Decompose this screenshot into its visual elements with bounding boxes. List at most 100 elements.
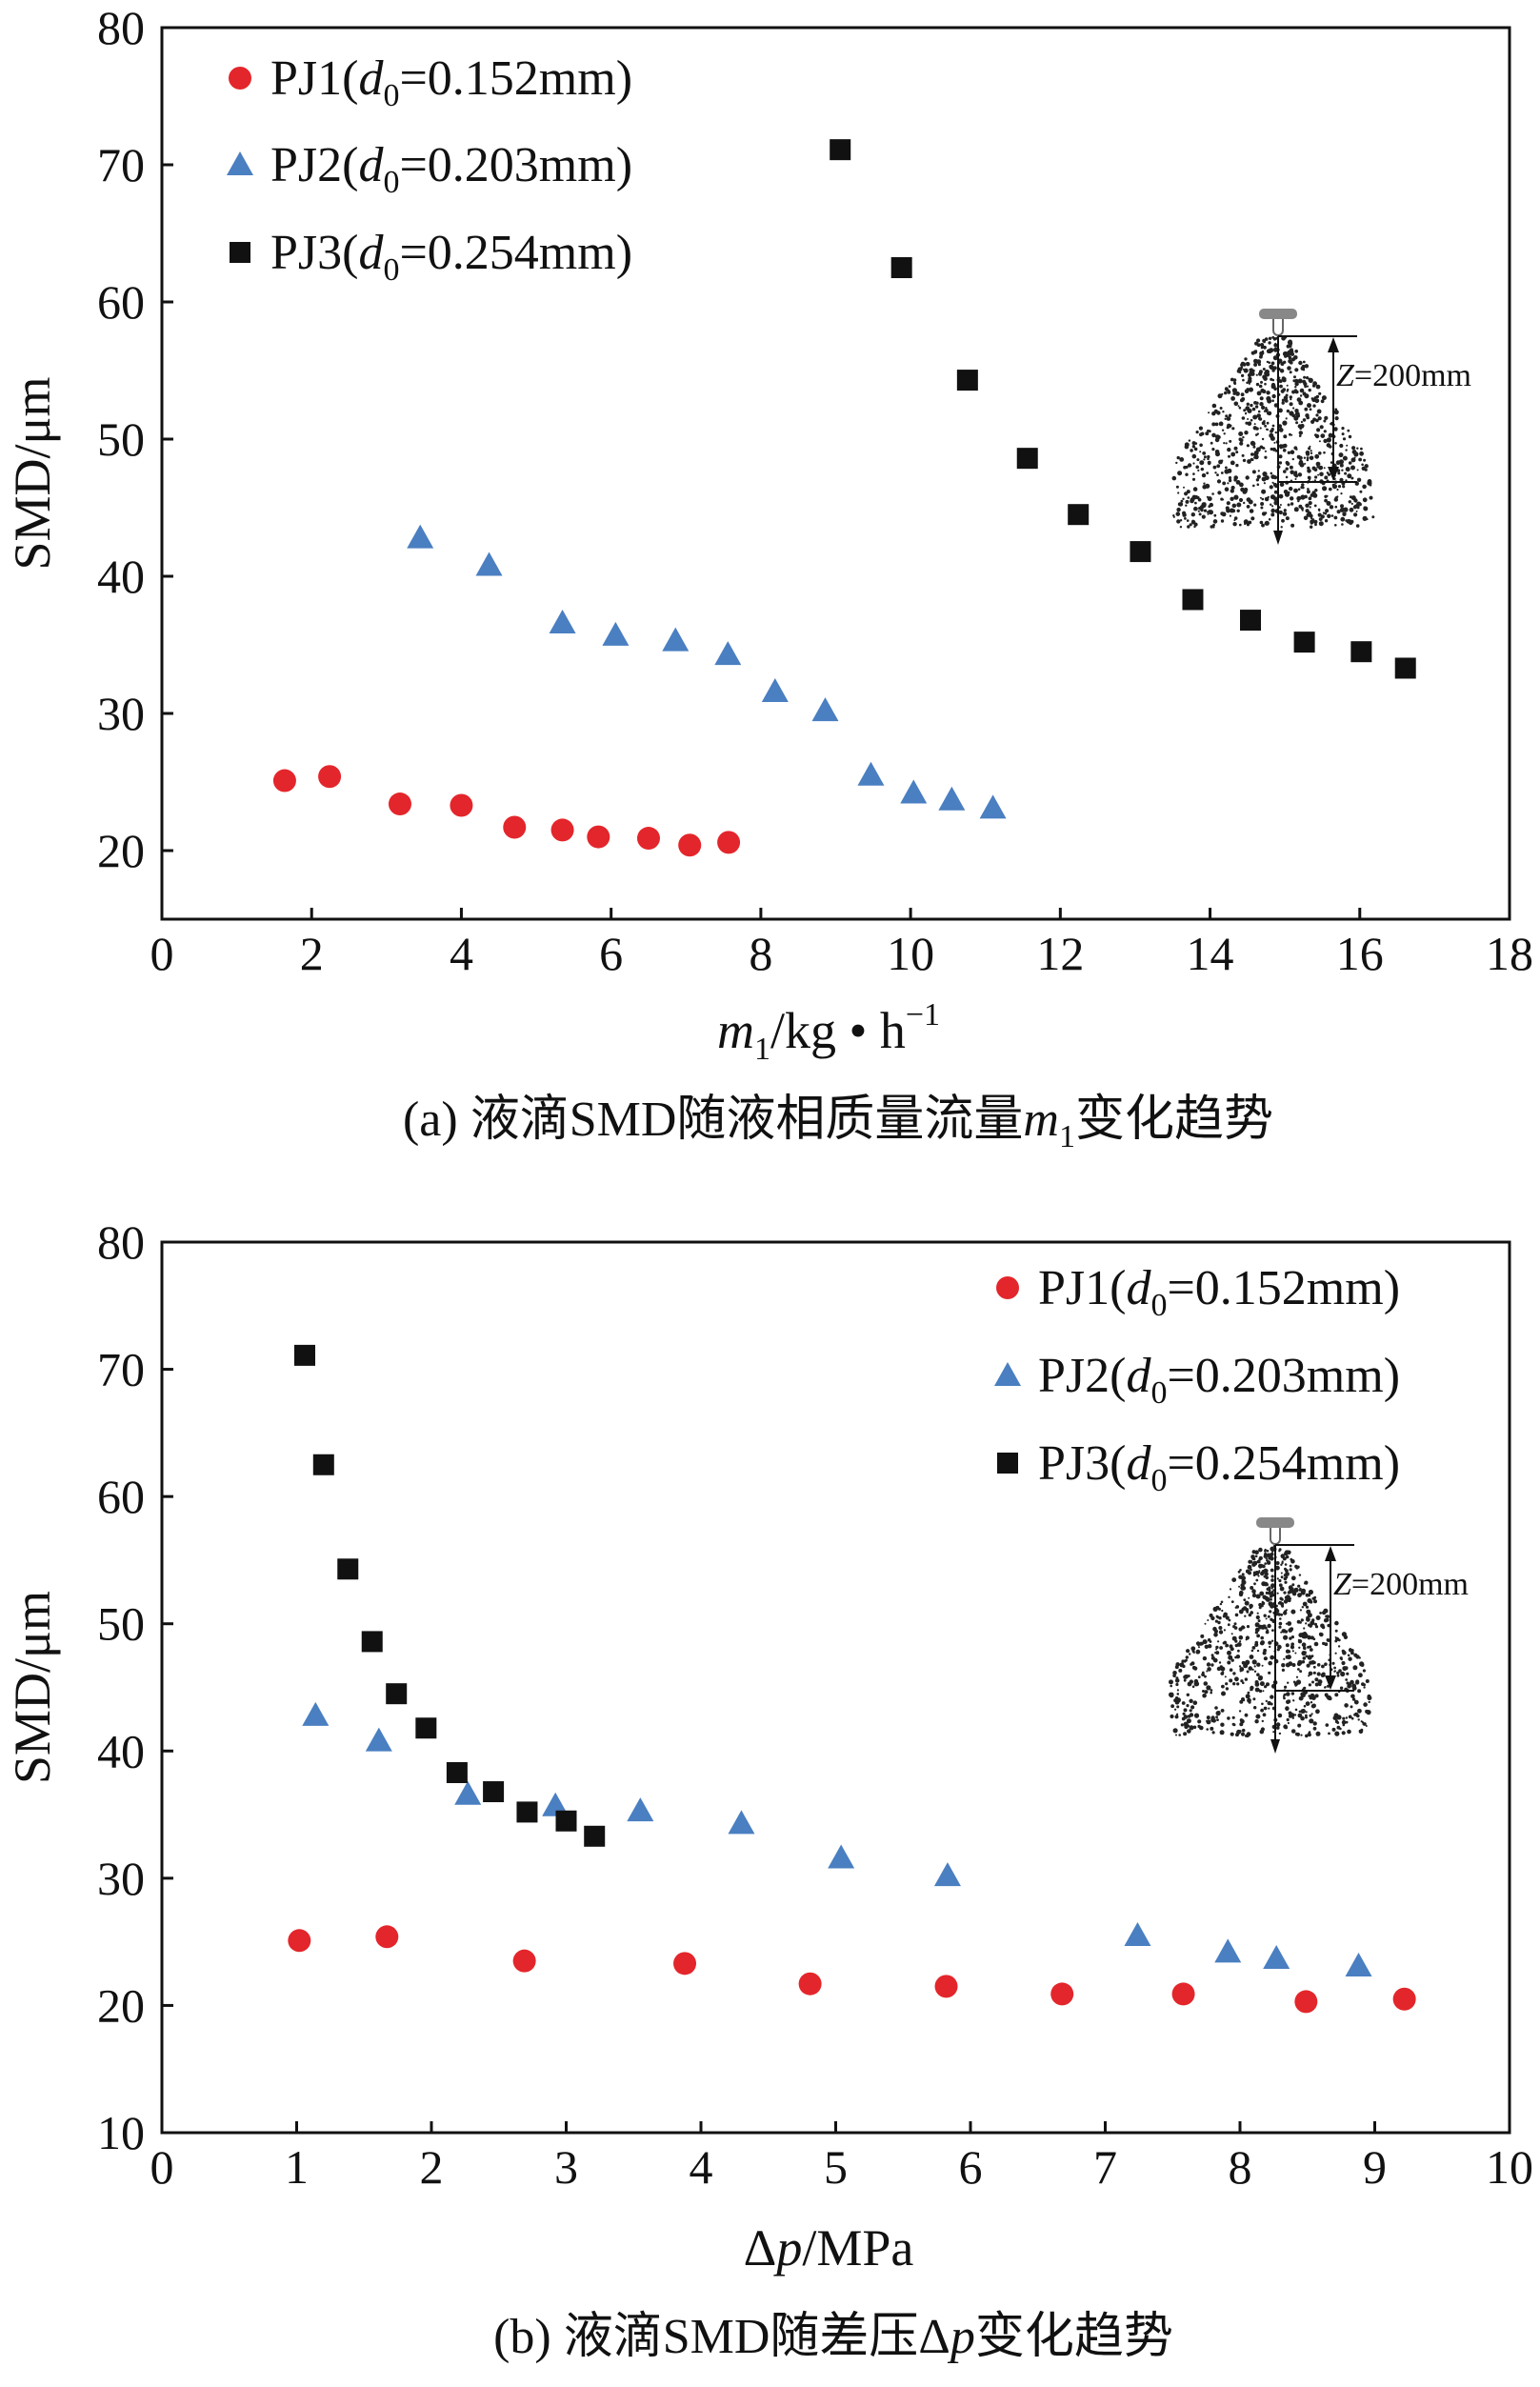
data-point-PJ3 <box>361 1631 383 1653</box>
droplet <box>1211 1731 1215 1735</box>
droplet <box>1243 1699 1246 1702</box>
droplet <box>1320 1633 1324 1636</box>
droplet <box>1290 1729 1296 1734</box>
droplet <box>1262 374 1267 380</box>
droplet <box>1216 411 1221 415</box>
droplet <box>1285 1706 1290 1711</box>
droplet <box>1296 495 1302 501</box>
droplet <box>1210 1715 1215 1720</box>
droplet <box>1214 471 1217 474</box>
droplet <box>1233 401 1239 407</box>
droplet <box>1327 472 1331 476</box>
droplet <box>1199 505 1205 510</box>
droplet <box>1190 1646 1196 1652</box>
data-point-PJ1 <box>798 1972 822 1996</box>
droplet <box>1302 1635 1305 1639</box>
y-tick-label: 50 <box>97 1597 145 1651</box>
figure-caption: (a) 液滴SMD随液相质量流量m1变化趋势 <box>403 1093 1273 1154</box>
droplet <box>1262 1651 1267 1655</box>
droplet <box>1255 401 1259 405</box>
droplet <box>1259 1681 1265 1687</box>
data-point-PJ1 <box>1050 1982 1074 2006</box>
droplet <box>1193 1666 1198 1671</box>
data-point-PJ2 <box>1214 1938 1242 1963</box>
droplet <box>1225 1615 1230 1620</box>
droplet <box>1219 1730 1225 1735</box>
data-point-PJ2 <box>662 627 690 652</box>
droplet <box>1301 483 1305 487</box>
droplet <box>1222 411 1225 413</box>
droplet <box>1306 415 1310 420</box>
droplet <box>1191 1685 1195 1688</box>
droplet <box>1177 471 1183 476</box>
legend-marker-PJ2 <box>227 151 253 175</box>
droplet <box>1297 1713 1303 1718</box>
droplet <box>1257 470 1260 472</box>
droplet <box>1330 514 1334 517</box>
droplet <box>1309 1714 1312 1717</box>
text-part: d <box>1126 1349 1151 1403</box>
droplet <box>1363 1702 1368 1707</box>
data-point-PJ3 <box>516 1801 538 1823</box>
droplet <box>1215 1651 1220 1655</box>
droplet <box>1290 1642 1294 1646</box>
droplet <box>1333 515 1338 520</box>
droplet <box>1301 1606 1305 1609</box>
droplet <box>1187 1724 1190 1728</box>
droplet <box>1175 485 1179 489</box>
droplet <box>1241 1579 1245 1583</box>
droplet <box>1214 422 1219 427</box>
droplet <box>1244 1600 1250 1606</box>
droplet <box>1172 515 1175 518</box>
droplet <box>1200 1634 1205 1638</box>
droplet <box>1290 496 1294 501</box>
droplet <box>1312 1671 1316 1675</box>
droplet <box>1316 428 1321 432</box>
droplet <box>1200 431 1205 436</box>
droplet <box>1242 1681 1245 1685</box>
droplet <box>1174 1715 1179 1719</box>
data-point-PJ1 <box>636 827 660 851</box>
droplet <box>1339 477 1344 482</box>
droplet <box>1209 1640 1212 1643</box>
droplet <box>1253 1665 1256 1668</box>
droplet <box>1319 425 1324 430</box>
droplet <box>1313 479 1316 482</box>
droplet <box>1244 357 1248 361</box>
droplet <box>1290 1630 1292 1633</box>
droplet <box>1245 406 1250 411</box>
droplet <box>1178 1668 1183 1673</box>
droplet <box>1351 446 1356 451</box>
droplet <box>1256 391 1262 396</box>
droplet <box>1273 441 1276 444</box>
droplet <box>1334 1693 1339 1697</box>
droplet <box>1328 432 1333 438</box>
data-point-PJ3 <box>956 370 978 391</box>
droplet <box>1289 1597 1292 1600</box>
droplet <box>1310 525 1313 529</box>
droplet <box>1239 1640 1242 1643</box>
droplet <box>1303 1651 1307 1655</box>
droplet <box>1205 483 1210 489</box>
droplet <box>1199 460 1205 466</box>
y-tick-label: 50 <box>97 412 145 466</box>
droplet <box>1198 512 1202 516</box>
droplet <box>1182 1712 1186 1715</box>
droplet <box>1225 1643 1230 1648</box>
droplet <box>1263 345 1267 350</box>
droplet <box>1259 1563 1264 1568</box>
droplet <box>1294 368 1299 372</box>
droplet <box>1348 434 1352 439</box>
droplet <box>1308 1731 1311 1734</box>
droplet <box>1229 439 1232 443</box>
droplet <box>1270 1591 1274 1594</box>
droplet <box>1300 507 1304 511</box>
droplet <box>1234 1613 1239 1617</box>
text-part: /MPa <box>802 2219 913 2277</box>
droplet <box>1315 461 1321 467</box>
data-point-PJ1 <box>512 1949 536 1973</box>
droplet <box>1300 423 1305 429</box>
text-part: p <box>772 2219 802 2277</box>
droplet <box>1208 1644 1212 1649</box>
droplet <box>1228 454 1230 458</box>
